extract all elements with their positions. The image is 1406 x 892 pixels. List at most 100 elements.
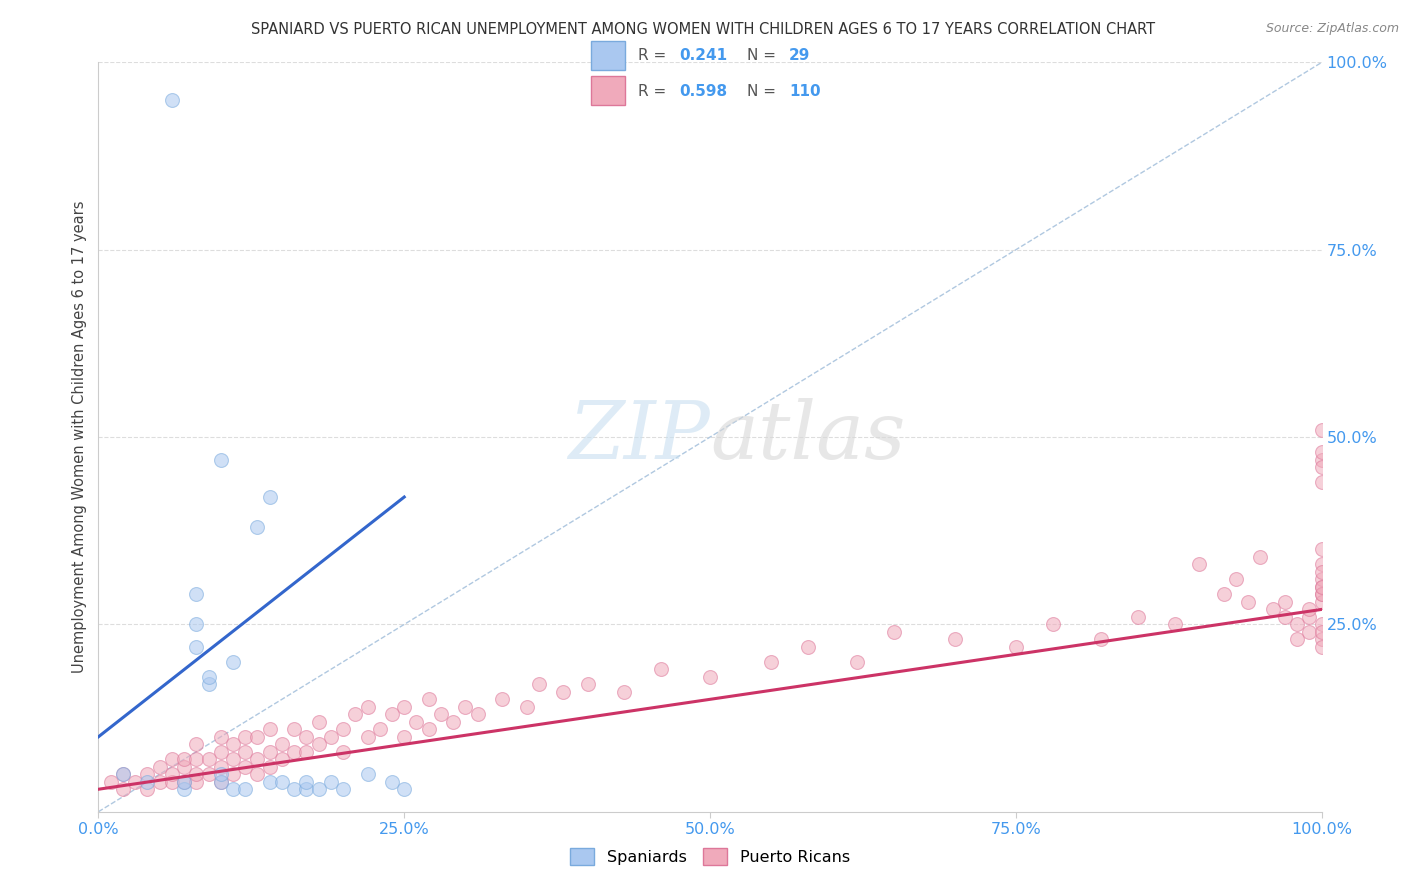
Point — [1237, 595, 1260, 609]
Point — [160, 752, 183, 766]
Point — [1188, 558, 1211, 572]
Point — [1274, 610, 1296, 624]
Point — [295, 782, 318, 797]
Point — [430, 707, 453, 722]
Point — [441, 714, 464, 729]
Text: N =: N = — [748, 48, 776, 63]
Point — [136, 767, 159, 781]
Point — [1310, 587, 1333, 601]
Point — [491, 692, 513, 706]
Point — [111, 767, 134, 781]
Point — [222, 782, 245, 797]
Point — [197, 752, 219, 766]
Point — [1310, 573, 1333, 587]
Point — [454, 699, 477, 714]
Point — [1310, 565, 1333, 579]
Text: R =: R = — [638, 48, 666, 63]
Text: Source: ZipAtlas.com: Source: ZipAtlas.com — [1265, 22, 1399, 36]
Point — [186, 774, 208, 789]
Point — [368, 723, 391, 737]
Text: ZIP: ZIP — [568, 399, 710, 475]
Point — [1286, 632, 1309, 647]
Point — [1286, 617, 1309, 632]
Text: 0.598: 0.598 — [679, 84, 728, 98]
Point — [136, 774, 159, 789]
Point — [392, 782, 416, 797]
Point — [576, 677, 599, 691]
Point — [527, 677, 550, 691]
Text: R =: R = — [638, 84, 666, 98]
Point — [308, 737, 330, 751]
Point — [381, 774, 404, 789]
Point — [1274, 595, 1296, 609]
Text: 110: 110 — [789, 84, 821, 98]
Point — [233, 745, 256, 759]
Legend: Spaniards, Puerto Ricans: Spaniards, Puerto Ricans — [564, 842, 856, 871]
Point — [246, 730, 269, 744]
Point — [259, 760, 281, 774]
Point — [259, 723, 281, 737]
Point — [111, 767, 134, 781]
Point — [295, 730, 318, 744]
Point — [222, 752, 245, 766]
Point — [1310, 475, 1333, 489]
Point — [160, 774, 183, 789]
Point — [209, 774, 232, 789]
Point — [209, 745, 232, 759]
Point — [332, 782, 354, 797]
Text: atlas: atlas — [710, 399, 905, 475]
Point — [1310, 460, 1333, 475]
Point — [283, 745, 305, 759]
Point — [467, 707, 489, 722]
Point — [1310, 617, 1333, 632]
Point — [650, 662, 672, 676]
Point — [332, 723, 354, 737]
Point — [124, 774, 146, 789]
Point — [1310, 445, 1333, 459]
Point — [1310, 640, 1333, 654]
Point — [197, 677, 219, 691]
Point — [160, 767, 183, 781]
Point — [1310, 632, 1333, 647]
Point — [515, 699, 537, 714]
Point — [283, 782, 305, 797]
Point — [295, 774, 318, 789]
Point — [270, 752, 294, 766]
Point — [356, 767, 378, 781]
Bar — [592, 76, 626, 104]
Point — [186, 767, 208, 781]
Point — [1164, 617, 1187, 632]
Point — [553, 685, 575, 699]
Point — [1298, 602, 1320, 616]
Point — [136, 782, 159, 797]
Point — [246, 767, 269, 781]
Point — [197, 767, 219, 781]
Point — [173, 782, 195, 797]
Point — [259, 745, 281, 759]
Point — [1298, 624, 1320, 639]
Point — [356, 730, 378, 744]
Point — [160, 93, 183, 107]
Point — [392, 730, 416, 744]
Point — [270, 774, 294, 789]
Point — [233, 730, 256, 744]
Point — [233, 782, 256, 797]
Point — [246, 520, 269, 534]
Point — [405, 714, 427, 729]
Point — [1090, 632, 1112, 647]
Point — [1310, 423, 1333, 437]
Point — [259, 774, 281, 789]
Point — [209, 452, 232, 467]
Point — [173, 774, 195, 789]
Point — [1310, 580, 1333, 594]
Point — [845, 655, 868, 669]
Point — [186, 640, 208, 654]
Point — [1310, 595, 1333, 609]
Point — [149, 760, 172, 774]
Point — [173, 752, 195, 766]
Point — [186, 587, 208, 601]
Point — [1310, 452, 1333, 467]
Point — [222, 737, 245, 751]
Point — [356, 699, 378, 714]
Point — [186, 752, 208, 766]
